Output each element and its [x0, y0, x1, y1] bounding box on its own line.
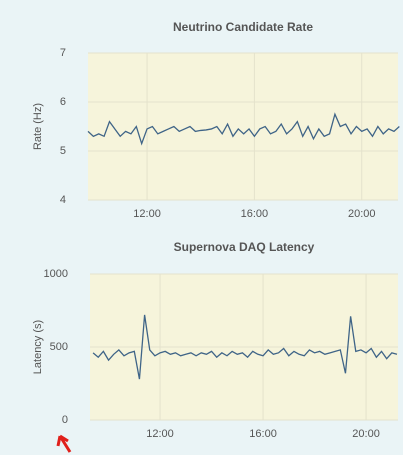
x-tick-label: 12:00	[146, 428, 174, 440]
x-tick-label: 16:00	[241, 208, 269, 220]
data-line	[92, 314, 398, 380]
y-tick-label: 6	[60, 96, 66, 108]
y-tick-label: 7	[60, 47, 66, 59]
y-axis-label: Rate (Hz)	[32, 103, 44, 150]
arrow	[56, 434, 72, 453]
chart-title: Neutrino Candidate Rate	[173, 20, 313, 34]
y-tick-label: 500	[50, 341, 68, 353]
x-tick-label: 20:00	[352, 428, 380, 440]
y-tick-label: 0	[62, 414, 68, 426]
x-tick-label: 12:00	[133, 208, 161, 220]
x-tick-label: 20:00	[348, 208, 376, 220]
y-tick-label: 1000	[44, 268, 68, 280]
plot-area	[88, 53, 398, 200]
chart-title: Supernova DAQ Latency	[174, 240, 315, 254]
y-tick-label: 5	[60, 145, 66, 157]
data-line	[87, 112, 400, 146]
y-axis-label: Latency (s)	[32, 320, 44, 374]
x-tick-label: 16:00	[249, 428, 277, 440]
y-tick-label: 4	[60, 194, 66, 206]
